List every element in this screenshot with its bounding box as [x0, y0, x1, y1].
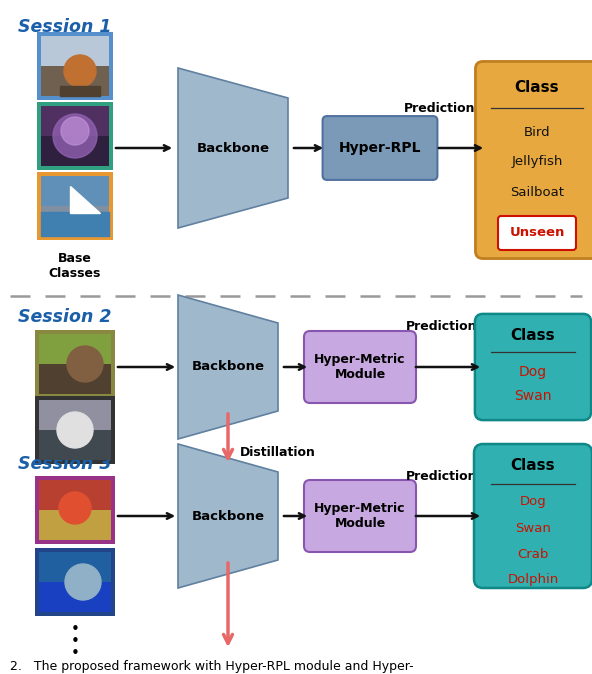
Text: Swan: Swan — [515, 522, 551, 534]
FancyBboxPatch shape — [475, 314, 591, 420]
Polygon shape — [70, 186, 100, 213]
Text: Prediction: Prediction — [406, 319, 478, 332]
Text: Session 3: Session 3 — [18, 455, 111, 473]
Circle shape — [53, 114, 97, 158]
Bar — [39, 430, 111, 460]
Circle shape — [59, 492, 91, 524]
Text: Sailboat: Sailboat — [510, 185, 564, 199]
Circle shape — [64, 55, 96, 87]
Text: Backbone: Backbone — [197, 142, 269, 154]
Bar — [39, 510, 111, 540]
Bar — [41, 106, 109, 166]
Text: Swan: Swan — [514, 389, 552, 403]
Text: Hyper-RPL: Hyper-RPL — [339, 141, 422, 155]
Text: Hyper-Metric
Module: Hyper-Metric Module — [314, 353, 406, 381]
Bar — [41, 136, 109, 166]
Text: •: • — [70, 634, 79, 650]
Text: Session 2: Session 2 — [18, 308, 111, 326]
Text: Dog: Dog — [519, 365, 547, 379]
Circle shape — [57, 412, 93, 448]
Text: Jellyfish: Jellyfish — [511, 156, 562, 168]
Polygon shape — [178, 68, 288, 228]
Circle shape — [61, 117, 89, 145]
Bar — [39, 364, 111, 394]
Bar — [41, 206, 109, 236]
Text: Prediction: Prediction — [406, 470, 478, 483]
Text: Dolphin: Dolphin — [507, 574, 559, 586]
FancyBboxPatch shape — [474, 444, 592, 588]
Text: Base
Classes: Base Classes — [49, 252, 101, 280]
Text: Backbone: Backbone — [191, 361, 265, 373]
Bar — [41, 66, 109, 96]
Circle shape — [67, 346, 103, 382]
Text: •: • — [70, 623, 79, 638]
Polygon shape — [178, 444, 278, 588]
Bar — [35, 548, 115, 616]
Bar — [41, 176, 109, 236]
Bar — [35, 476, 115, 544]
Text: Bird: Bird — [524, 125, 551, 138]
Bar — [35, 330, 115, 398]
Text: Hyper-Metric
Module: Hyper-Metric Module — [314, 502, 406, 530]
FancyBboxPatch shape — [323, 116, 437, 180]
Polygon shape — [178, 295, 278, 439]
Text: Class: Class — [511, 458, 555, 474]
Bar — [35, 396, 115, 464]
Text: Session 1: Session 1 — [18, 18, 111, 36]
Bar — [41, 36, 109, 96]
Text: Unseen: Unseen — [509, 226, 565, 239]
Bar — [37, 32, 113, 100]
Bar — [39, 334, 111, 394]
FancyBboxPatch shape — [498, 216, 576, 250]
Circle shape — [65, 564, 101, 600]
Text: Backbone: Backbone — [191, 510, 265, 522]
Text: 2.   The proposed framework with Hyper-RPL module and Hyper-: 2. The proposed framework with Hyper-RPL… — [10, 660, 414, 673]
FancyBboxPatch shape — [304, 331, 416, 403]
Bar — [37, 172, 113, 240]
Bar — [39, 582, 111, 612]
Text: Crab: Crab — [517, 547, 549, 561]
Text: •: • — [70, 646, 79, 661]
FancyBboxPatch shape — [304, 480, 416, 552]
Text: Class: Class — [514, 80, 559, 96]
Bar — [39, 400, 111, 460]
Text: Prediction: Prediction — [404, 102, 476, 115]
FancyBboxPatch shape — [475, 61, 592, 259]
Text: Class: Class — [511, 328, 555, 342]
Text: Distillation: Distillation — [240, 446, 316, 460]
Text: Dog: Dog — [520, 495, 546, 508]
Bar — [37, 102, 113, 170]
Bar — [39, 480, 111, 540]
Bar — [39, 552, 111, 612]
